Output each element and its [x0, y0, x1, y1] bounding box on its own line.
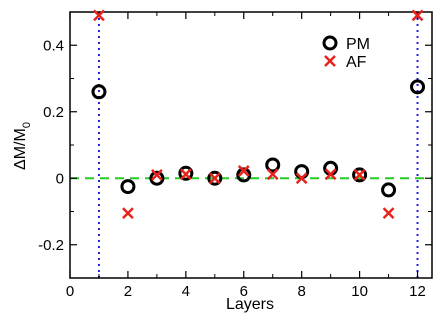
af-marker-stroke: [122, 207, 134, 220]
af-marker-stroke: [295, 172, 308, 185]
pm-data-point: [265, 157, 281, 173]
y-tick-label: -0.2: [38, 237, 64, 254]
x-axis-title: Layers: [226, 296, 274, 313]
plot-frame: [69, 11, 433, 279]
af-data-point: [353, 169, 366, 181]
pm-data-point: [352, 167, 368, 183]
af-data-point: [208, 172, 221, 185]
x-tick-label: 10: [351, 283, 368, 300]
x-tick-label: 0: [66, 283, 74, 300]
af-marker-stroke: [324, 168, 337, 181]
svg-text:ΔM/M0: ΔM/M0: [12, 122, 33, 170]
legend: PM AF: [322, 35, 370, 71]
af-data-point: [295, 172, 308, 185]
af-marker-stroke: [179, 168, 192, 181]
y-tick-label: 0: [56, 170, 64, 187]
af-marker-stroke: [382, 207, 395, 220]
y-axis-title-main: ΔM/M: [12, 128, 29, 170]
data-marks: [91, 9, 426, 220]
af-marker-stroke: [208, 172, 221, 185]
y-axis-title-subscript: 0: [21, 122, 33, 128]
af-marker-stroke: [353, 169, 366, 181]
af-data-point: [93, 9, 105, 22]
y-axis-title: ΔM/M0: [12, 122, 33, 170]
af-marker-stroke: [237, 165, 250, 177]
pm-data-point: [178, 165, 194, 181]
af-marker-stroke: [266, 168, 279, 181]
x-tick-label: 4: [182, 283, 190, 300]
af-data-point: [266, 168, 279, 181]
legend-af-marker: [324, 55, 336, 67]
af-marker-stroke: [150, 169, 163, 181]
legend-af-label: AF: [346, 54, 367, 71]
pm-data-point: [410, 79, 426, 95]
af-marker-stroke: [411, 9, 424, 22]
pm-data-point: [207, 170, 223, 186]
pm-data-point: [120, 179, 136, 195]
pm-data-point: [236, 167, 252, 183]
af-marker-stroke: [93, 9, 105, 22]
x-tick-label: 12: [409, 283, 426, 300]
y-tick-label: 0.2: [43, 104, 64, 121]
af-data-point: [122, 207, 134, 220]
af-data-point: [150, 169, 163, 181]
legend-pm-label: PM: [346, 36, 370, 53]
plot-area: 0 2 4 6 8 10 12 -0.2 0 0.2 0.4: [38, 11, 433, 300]
af-data-point: [411, 9, 424, 22]
pm-data-point: [381, 182, 397, 198]
af-data-point: [237, 165, 250, 177]
x-tick-label: 8: [298, 283, 306, 300]
x-tick-label: 6: [240, 283, 248, 300]
af-data-point: [179, 168, 192, 181]
af-data-point: [324, 168, 337, 181]
x-tick-label: 2: [124, 283, 132, 300]
pm-data-point: [91, 84, 107, 100]
pm-data-point: [149, 170, 165, 186]
af-data-point: [382, 207, 395, 220]
pm-data-point: [323, 160, 339, 176]
y-tick-label: 0.4: [43, 37, 64, 54]
legend-pm-marker: [322, 35, 338, 51]
